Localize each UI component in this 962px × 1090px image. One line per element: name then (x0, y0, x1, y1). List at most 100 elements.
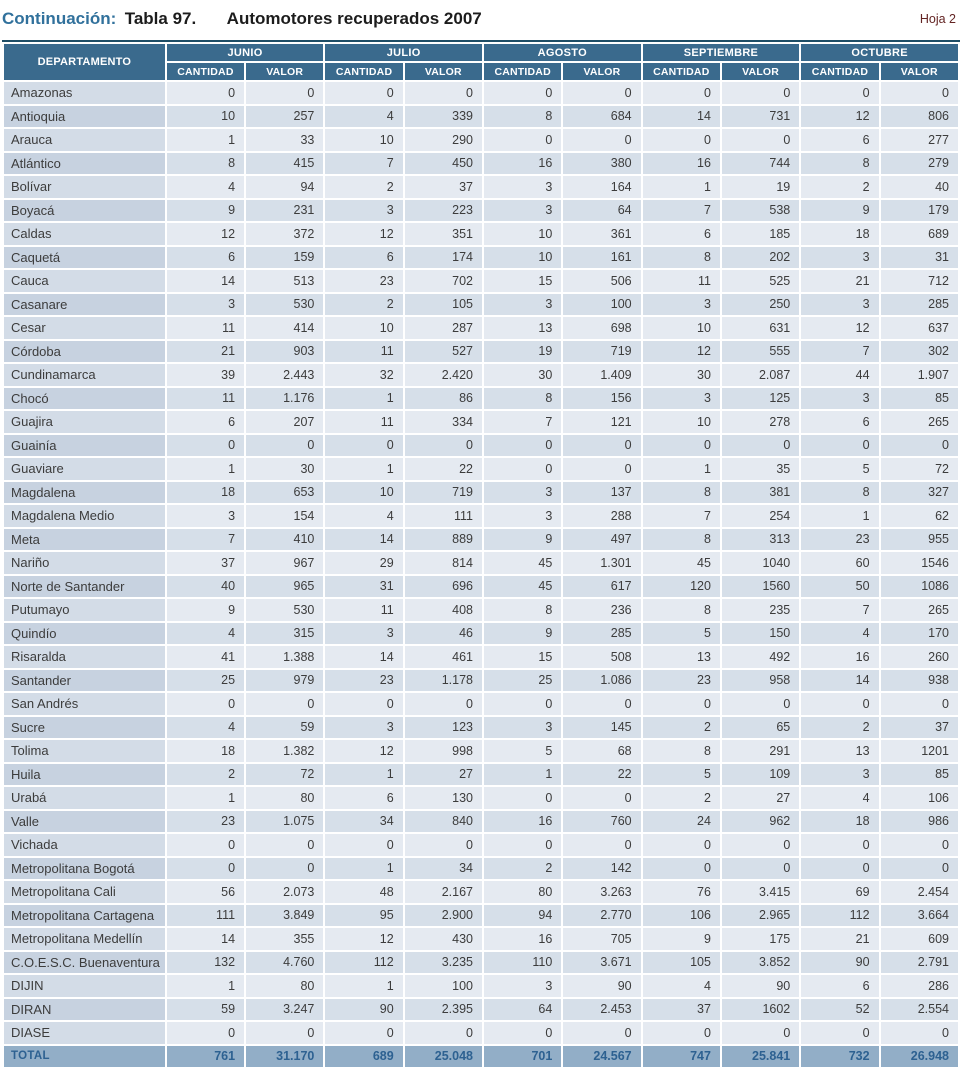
value-cell: 0 (801, 82, 879, 104)
value-cell: 23 (801, 528, 879, 550)
value-cell: 236 (563, 599, 641, 621)
value-cell: 1201 (880, 740, 958, 762)
department-cell: Vichada (4, 834, 165, 856)
department-cell: Guainía (4, 434, 165, 456)
department-cell: Meta (4, 528, 165, 550)
value-cell: 37 (166, 552, 245, 574)
value-cell: 3.263 (563, 881, 641, 903)
value-cell: 30 (642, 364, 720, 386)
value-cell: 278 (721, 411, 800, 433)
department-cell: DIRAN (4, 998, 165, 1020)
value-cell: 0 (721, 857, 800, 879)
value-cell: 0 (484, 434, 562, 456)
value-cell: 265 (880, 411, 958, 433)
value-cell: 112 (801, 904, 879, 926)
value-cell: 7 (801, 340, 879, 362)
value-cell: 0 (404, 434, 482, 456)
value-cell: 45 (484, 552, 562, 574)
value-cell: 18 (166, 740, 245, 762)
table-row: Cesar 11 414 10 287 13 698 10 631 12 637 (4, 317, 958, 339)
value-cell: 2.167 (404, 881, 482, 903)
value-cell: 1 (166, 787, 245, 809)
value-cell: 1560 (721, 575, 800, 597)
value-cell: 202 (721, 246, 800, 268)
value-cell: 0 (325, 434, 403, 456)
value-cell: 10 (484, 246, 562, 268)
value-cell: 0 (801, 857, 879, 879)
department-cell: Caquetá (4, 246, 165, 268)
value-cell: 16 (801, 646, 879, 668)
value-cell: 955 (880, 528, 958, 550)
department-cell: San Andrés (4, 693, 165, 715)
value-cell: 145 (563, 716, 641, 738)
subheader-cantidad: CANTIDAD (801, 63, 879, 80)
table-row: C.O.E.S.C. Buenaventura 132 4.760 112 3.235 1… (4, 951, 958, 973)
value-cell: 3.247 (246, 998, 324, 1020)
value-cell: 0 (642, 82, 720, 104)
value-cell: 430 (404, 928, 482, 950)
value-cell: 0 (642, 693, 720, 715)
table-row: Antioquia 10 257 4 339 8 684 14 731 12 806 (4, 105, 958, 127)
table-body: Amazonas 0 0 0 0 0 0 0 0 0 0 Antioquia 10 257 4 339 8 684… (4, 82, 958, 1044)
subheader-valor: VALOR (563, 63, 641, 80)
subheader-cantidad: CANTIDAD (166, 63, 245, 80)
value-cell: 0 (563, 693, 641, 715)
value-cell: 142 (563, 857, 641, 879)
value-cell: 609 (880, 928, 958, 950)
value-cell: 100 (563, 293, 641, 315)
value-cell: 265 (880, 599, 958, 621)
value-cell: 9 (484, 622, 562, 644)
value-cell: 287 (404, 317, 482, 339)
value-cell: 3 (484, 481, 562, 503)
department-cell: Huila (4, 763, 165, 785)
value-cell: 68 (563, 740, 641, 762)
value-cell: 10 (642, 411, 720, 433)
value-cell: 16 (484, 928, 562, 950)
department-cell: Cundinamarca (4, 364, 165, 386)
value-cell: 6 (801, 129, 879, 151)
table-row: Norte de Santander 40 965 31 696 45 617 120 1560… (4, 575, 958, 597)
month-header-julio: JULIO (325, 44, 482, 61)
value-cell: 2.443 (246, 364, 324, 386)
table-row: Magdalena 18 653 10 719 3 137 8 381 8 327 (4, 481, 958, 503)
table-row: Guainía 0 0 0 0 0 0 0 0 0 0 (4, 434, 958, 456)
value-cell: 111 (166, 904, 245, 926)
value-cell: 1 (325, 763, 403, 785)
value-cell: 415 (246, 152, 324, 174)
value-cell: 0 (166, 434, 245, 456)
value-cell: 0 (563, 834, 641, 856)
value-cell: 689 (880, 223, 958, 245)
value-cell: 731 (721, 105, 800, 127)
value-cell: 277 (880, 129, 958, 151)
value-cell: 3.671 (563, 951, 641, 973)
value-cell: 37 (404, 176, 482, 198)
value-cell: 174 (404, 246, 482, 268)
value-cell: 44 (801, 364, 879, 386)
value-cell: 159 (246, 246, 324, 268)
value-cell: 72 (246, 763, 324, 785)
value-cell: 1 (166, 129, 245, 151)
value-cell: 2 (166, 763, 245, 785)
value-cell: 3 (484, 975, 562, 997)
value-cell: 1.382 (246, 740, 324, 762)
value-cell: 3 (801, 246, 879, 268)
value-cell: 2.073 (246, 881, 324, 903)
table-row: Putumayo 9 530 11 408 8 236 8 235 7 265 (4, 599, 958, 621)
value-cell: 0 (801, 1022, 879, 1044)
value-cell: 62 (880, 505, 958, 527)
department-cell: Risaralda (4, 646, 165, 668)
value-cell: 5 (801, 458, 879, 480)
sheet-label: Hoja 2 (919, 12, 956, 26)
value-cell: 889 (404, 528, 482, 550)
value-cell: 12 (325, 223, 403, 245)
value-cell: 90 (721, 975, 800, 997)
value-cell: 4 (642, 975, 720, 997)
value-cell: 32 (325, 364, 403, 386)
value-cell: 21 (801, 928, 879, 950)
value-cell: 11 (325, 599, 403, 621)
value-cell: 76 (642, 881, 720, 903)
total-value-cell: 26.948 (880, 1045, 958, 1067)
subheader-row: CANTIDAD VALOR CANTIDAD VALOR CANTIDAD V… (4, 63, 958, 80)
value-cell: 313 (721, 528, 800, 550)
value-cell: 207 (246, 411, 324, 433)
